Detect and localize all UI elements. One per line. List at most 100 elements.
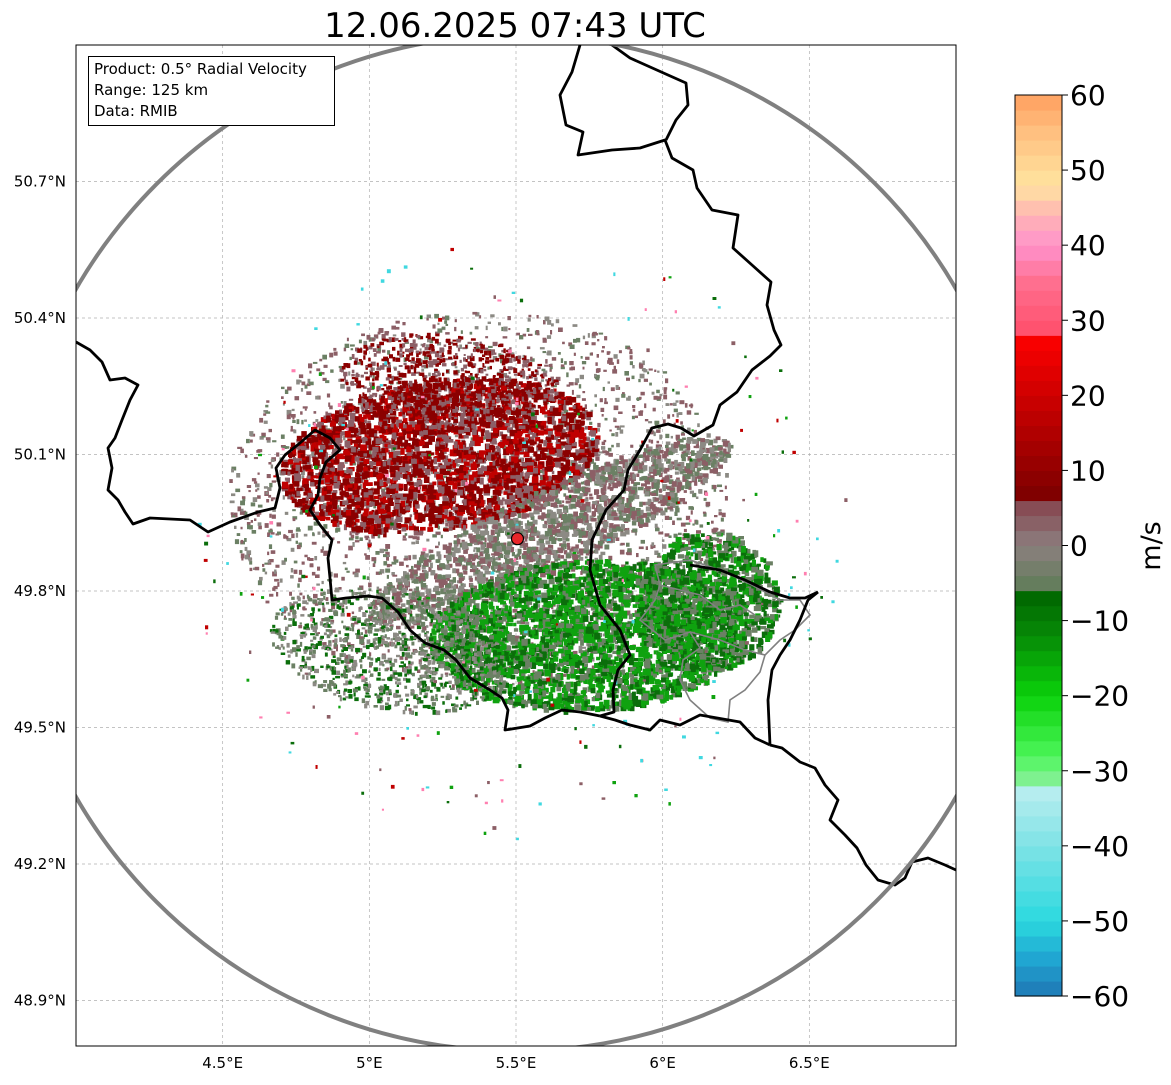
echo-pixel — [409, 589, 413, 592]
echo-pixel — [252, 478, 256, 481]
echo-pixel — [252, 530, 257, 534]
echo-pixel — [569, 382, 574, 385]
echo-pixel — [461, 330, 463, 334]
echo-pixel — [246, 439, 250, 443]
echo-pixel — [231, 469, 234, 473]
echo-pixel — [240, 501, 245, 506]
echo-pixel — [362, 627, 366, 629]
echo-pixel — [446, 324, 449, 326]
echo-pixel — [379, 415, 384, 419]
echo-pixel — [552, 357, 556, 361]
echo-pixel — [315, 419, 318, 422]
echo-pixel — [359, 659, 362, 663]
echo-pixel — [566, 372, 568, 377]
echo-pixel — [485, 430, 489, 435]
echo-pixel — [364, 459, 370, 464]
echo-pixel — [394, 659, 397, 663]
echo-pixel — [501, 434, 505, 439]
echo-pixel — [265, 572, 267, 575]
echo-pixel — [360, 428, 366, 434]
echo-pixel — [530, 437, 534, 440]
echo-pixel — [320, 445, 325, 450]
echo-pixel — [313, 362, 318, 364]
echo-pixel — [666, 442, 671, 446]
echo-pixel — [586, 412, 592, 418]
echo-pixel — [488, 322, 491, 324]
echo-pixel — [648, 421, 652, 423]
echo-pixel — [684, 529, 687, 532]
echo-pixel — [283, 495, 285, 499]
echo-pixel — [411, 566, 414, 570]
echo-pixel — [409, 521, 412, 526]
echo-pixel — [538, 444, 542, 450]
echo-pixel — [411, 626, 414, 629]
echo-pixel — [537, 367, 541, 370]
echo-pixel — [655, 524, 658, 528]
echo-pixel — [649, 383, 652, 386]
echo-pixel — [463, 525, 466, 530]
echo-pixel — [258, 526, 262, 530]
echo-pixel — [471, 463, 477, 470]
echo-pixel — [338, 428, 342, 432]
echo-pixel — [522, 462, 528, 466]
echo-pixel — [700, 524, 704, 527]
echo-pixel — [602, 414, 604, 417]
echo-pixel — [355, 536, 359, 539]
echo-pixel — [406, 425, 412, 432]
echo-pixel — [563, 405, 566, 410]
echo-pixel — [525, 434, 530, 437]
echo-pixel — [378, 509, 385, 514]
echo-pixel — [716, 528, 718, 530]
echo-pixel — [635, 416, 638, 419]
echo-pixel — [321, 372, 324, 375]
echo-pixel — [712, 530, 716, 533]
echo-pixel — [611, 433, 614, 436]
echo-pixel — [366, 423, 371, 429]
echo-pixel — [561, 358, 563, 363]
echo-pixel — [401, 332, 405, 337]
echo-pixel — [305, 409, 307, 411]
echo-pixel — [369, 666, 372, 668]
echo-pixel — [291, 568, 293, 573]
echo-pixel — [477, 478, 480, 483]
echo-pixel — [231, 512, 234, 514]
echo-pixel — [392, 484, 398, 488]
echo-pixel — [325, 380, 329, 383]
echo-pixel — [421, 425, 426, 430]
echo-pixel — [545, 317, 550, 322]
echo-pixel — [281, 435, 285, 439]
echo-pixel — [582, 391, 585, 393]
echo-pixel — [518, 466, 523, 471]
echo-pixel — [266, 437, 271, 440]
echo-pixel — [277, 522, 282, 526]
echo-pixel — [262, 568, 265, 572]
echo-pixel — [491, 421, 496, 424]
echo-pixel — [562, 416, 567, 422]
echo-pixel — [368, 490, 372, 495]
echo-pixel — [387, 555, 390, 557]
echo-pixel — [249, 525, 253, 529]
echo-pixel — [574, 353, 576, 356]
echo-pixel — [454, 327, 456, 331]
echo-pixel — [267, 474, 271, 478]
echo-pixel — [486, 326, 488, 330]
echo-pixel — [582, 647, 586, 649]
echo-pixel — [274, 570, 276, 574]
echo-pixel — [477, 426, 481, 432]
echo-pixel — [657, 371, 659, 373]
echo-pixel — [253, 497, 258, 502]
echo-pixel — [663, 419, 666, 423]
echo-pixel — [460, 360, 462, 363]
echo-pixel — [435, 515, 442, 518]
echo-pixel — [316, 584, 320, 586]
echo-pixel — [527, 346, 530, 349]
echo-pixel — [429, 436, 434, 440]
echo-pixel — [301, 454, 305, 458]
echo-pixel — [640, 410, 643, 412]
echo-pixel — [539, 439, 544, 443]
echo-pixel — [240, 512, 245, 515]
echo-pixel — [409, 474, 416, 477]
echo-pixel — [371, 557, 376, 561]
echo-pixel — [654, 432, 656, 437]
echo-pixel — [437, 323, 439, 325]
